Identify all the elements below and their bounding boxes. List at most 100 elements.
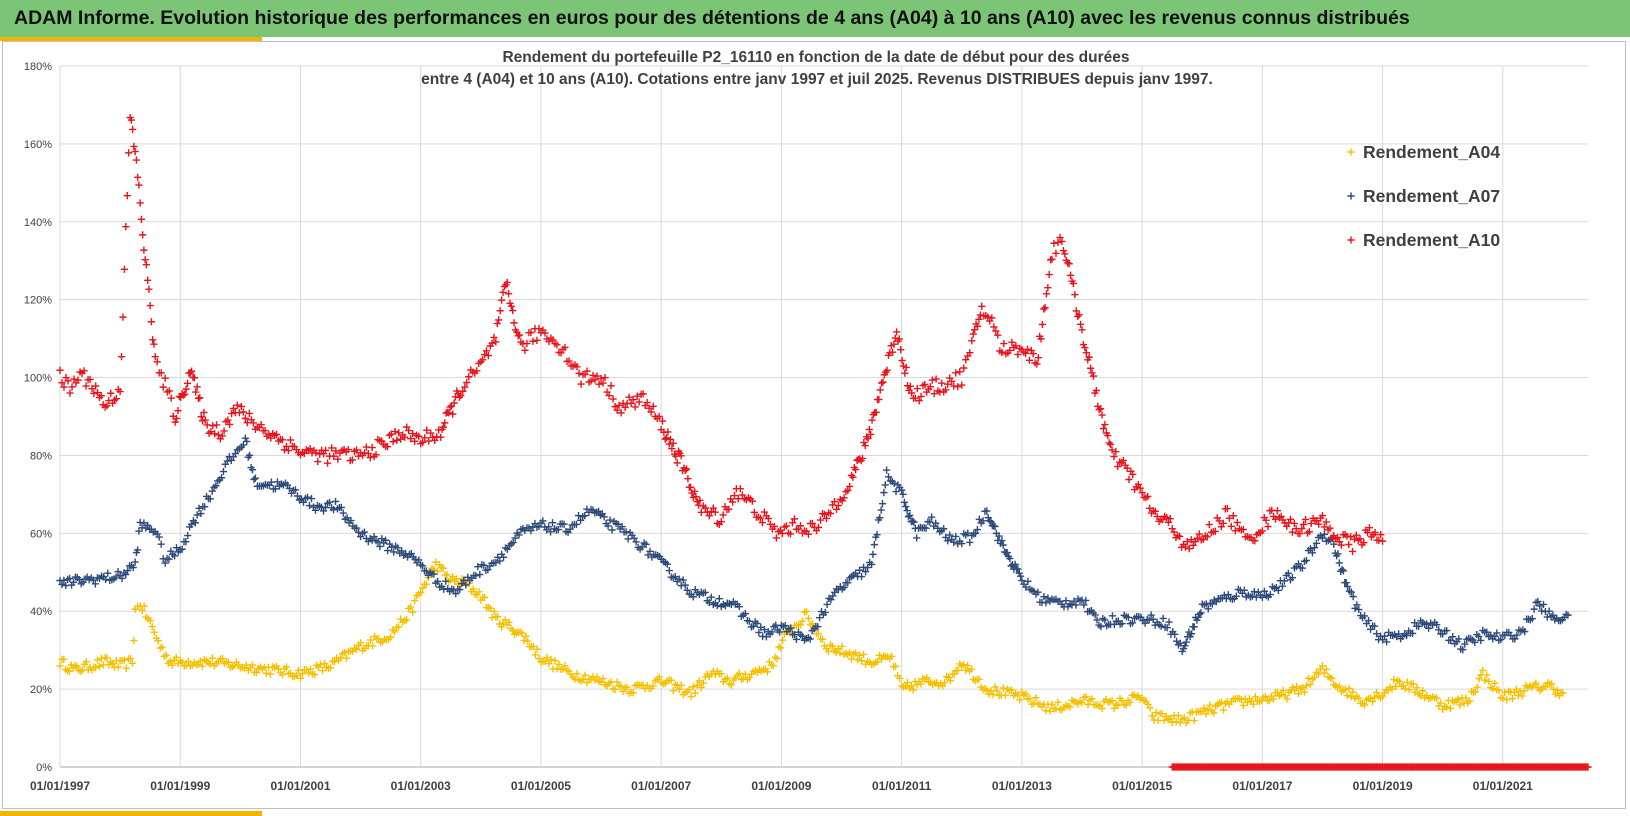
data-point (755, 628, 763, 636)
data-point (89, 576, 97, 584)
data-point (505, 618, 513, 626)
data-point (1202, 710, 1210, 718)
data-point (1070, 597, 1078, 605)
data-point (1251, 537, 1259, 545)
data-point (1204, 605, 1212, 613)
data-point (979, 517, 987, 525)
series-a10 (56, 114, 1592, 771)
data-point (1409, 629, 1417, 637)
data-point (679, 576, 687, 584)
data-point (1310, 673, 1319, 682)
data-point (144, 276, 152, 284)
data-point (954, 383, 962, 391)
data-point (749, 622, 757, 630)
data-point (551, 657, 559, 665)
data-point (1302, 682, 1311, 690)
data-point (1097, 405, 1105, 413)
data-point (97, 392, 105, 400)
data-point (306, 445, 314, 453)
data-point (753, 619, 761, 628)
data-point (1065, 260, 1073, 268)
data-point (1232, 592, 1240, 600)
data-point (1466, 697, 1474, 705)
data-point (1545, 607, 1553, 615)
data-point (150, 628, 158, 636)
data-point (701, 504, 709, 512)
data-point (1265, 697, 1273, 705)
data-point (218, 432, 226, 440)
data-point (600, 513, 608, 521)
data-point (1349, 593, 1357, 601)
data-point (197, 413, 205, 421)
data-point (975, 315, 983, 323)
data-point (1081, 344, 1089, 352)
data-point (1300, 688, 1309, 696)
data-point (286, 436, 295, 444)
data-point (808, 519, 817, 528)
data-point (591, 376, 599, 384)
data-point (880, 489, 888, 497)
data-point (736, 485, 744, 493)
data-point (1023, 345, 1032, 353)
data-point (1290, 519, 1298, 528)
data-point (430, 570, 438, 578)
data-point (966, 349, 974, 357)
data-point (769, 662, 777, 670)
data-point (858, 454, 867, 463)
data-point (828, 642, 836, 650)
data-point (599, 379, 607, 387)
data-point (120, 656, 128, 664)
data-point (191, 519, 199, 527)
data-point (621, 403, 629, 412)
data-point (1190, 716, 1198, 725)
data-point (1134, 691, 1142, 700)
legend-marker (1347, 148, 1355, 156)
data-point (1176, 532, 1184, 540)
data-point (1425, 624, 1433, 632)
data-point (1187, 630, 1196, 638)
data-point (501, 616, 509, 624)
data-point (647, 408, 655, 416)
data-point (1549, 611, 1557, 619)
data-point (60, 576, 68, 584)
data-point (1455, 635, 1463, 643)
data-point (1277, 691, 1285, 699)
data-point (523, 339, 531, 348)
data-point (865, 425, 873, 434)
data-point (1022, 583, 1030, 591)
data-point (311, 506, 320, 514)
data-point (1475, 632, 1483, 640)
data-point (497, 623, 506, 631)
data-point (1551, 690, 1560, 698)
data-point (1172, 718, 1180, 726)
data-point (212, 421, 221, 429)
data-point (541, 657, 549, 665)
data-point (321, 446, 330, 454)
data-point (1293, 682, 1301, 691)
data-point (685, 685, 693, 694)
data-point (328, 444, 336, 452)
data-point (1193, 534, 1201, 542)
data-point (553, 341, 561, 349)
data-point (271, 485, 280, 493)
data-point (903, 506, 911, 515)
data-point (768, 628, 776, 636)
data-point (851, 649, 860, 657)
data-point (954, 666, 962, 674)
data-point (978, 302, 986, 310)
data-point (574, 511, 583, 520)
data-point (480, 593, 489, 602)
data-point (1503, 696, 1511, 704)
data-point (822, 514, 831, 523)
data-point (607, 678, 615, 686)
data-point (988, 314, 996, 322)
legend-marker (1347, 192, 1355, 200)
data-point (593, 372, 601, 380)
data-point (130, 636, 138, 645)
data-point (1532, 679, 1540, 687)
data-point (1337, 541, 1345, 549)
data-point (701, 588, 709, 597)
data-point (1471, 688, 1479, 696)
data-point (434, 577, 442, 586)
data-point (507, 302, 515, 310)
